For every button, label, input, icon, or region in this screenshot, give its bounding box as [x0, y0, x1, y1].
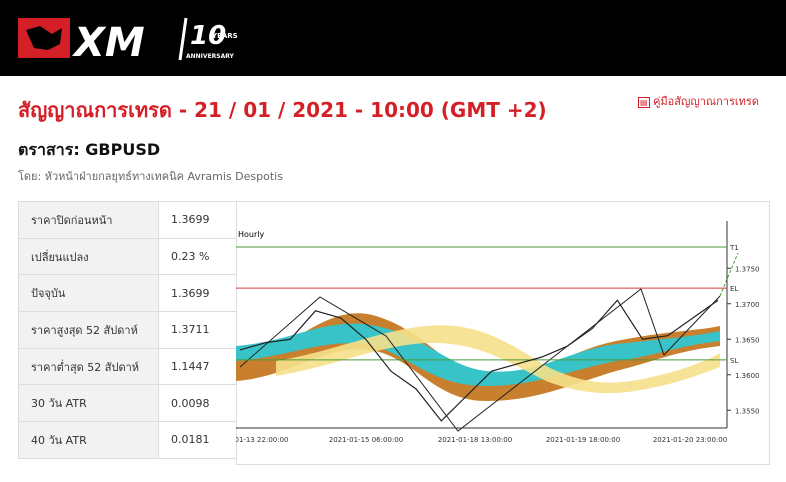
stat-value: 1.3711: [158, 311, 238, 349]
x-tick-label: 2021-01-15 06:00:00: [329, 436, 403, 444]
y-tick-label: 1.3550: [735, 407, 760, 415]
table-row: เปลี่ยนแปลง 0.23 %: [18, 237, 238, 276]
y-tick-label: 1.3600: [735, 372, 760, 380]
stats-table: ราคาปิดก่อนหน้า 1.3699 เปลี่ยนแปลง 0.23 % ปั…: [18, 201, 238, 459]
y-tick-label: 1.3750: [735, 265, 760, 273]
stat-label: ปัจจุบัน: [18, 274, 159, 313]
author: โดย: หัวหน้าฝ่ายกลยุทธ์ทางเทคนิค Avramis…: [18, 170, 283, 183]
badge-years: YEARS: [211, 32, 238, 40]
level-label: SL: [730, 357, 738, 365]
bull-icon: [26, 26, 62, 50]
stat-value: 1.3699: [158, 201, 238, 239]
table-row: 30 วัน ATR 0.0098: [18, 384, 238, 423]
price-line: [239, 299, 719, 422]
table-row: ปัจจุบัน 1.3699: [18, 274, 238, 313]
x-tick-label: 2021-01-18 13:00:00: [438, 436, 512, 444]
stat-label: 40 วัน ATR: [18, 421, 159, 459]
header: XM 10 YEARS ANNIVERSARY: [0, 0, 786, 76]
zigzag: [239, 288, 721, 432]
x-tick-label: 2021-01-19 18:00:00: [546, 436, 620, 444]
badge-number: 10: [190, 21, 226, 51]
logo-text: XM: [71, 20, 145, 66]
band-inner: [236, 323, 720, 386]
stat-label: ราคาต่ำสุด 52 สัปดาห์: [18, 347, 159, 386]
timeframe: Hourly: [238, 230, 264, 239]
projection: [719, 252, 739, 297]
y-tick-label: 1.3650: [735, 336, 760, 344]
stat-label: เปลี่ยนแปลง: [18, 237, 159, 276]
stat-value: 1.1447: [158, 347, 238, 386]
table-row: ราคาสูงสุด 52 สัปดาห์ 1.3711: [18, 311, 238, 349]
level-label: T1: [729, 244, 739, 252]
guide-link-text: คู่มือสัญญาณการเทรด: [653, 95, 759, 108]
pdf-icon: ▤: [638, 97, 650, 108]
stat-value: 0.0098: [158, 384, 238, 423]
guide-link[interactable]: ▤ คู่มือสัญญาณการเทรด: [638, 92, 759, 110]
stat-label: ราคาสูงสุด 52 สัปดาห์: [18, 311, 159, 349]
level-label: EL: [730, 285, 738, 293]
y-tick-label: 1.3700: [735, 301, 760, 309]
divider: [178, 17, 188, 61]
instrument: ตราสาร: GBPUSD: [18, 140, 161, 159]
chart: Hourly 1.3750 1.3700 1.3650 1.3600 1.3550 1-01…: [236, 201, 770, 465]
badge-sub: ANNIVERSARY: [186, 53, 235, 60]
band-cloud: [276, 325, 720, 394]
x-tick-label: 1-01-13 22:00:00: [236, 436, 288, 444]
stat-value: 0.0181: [158, 421, 238, 459]
table-row: 40 วัน ATR 0.0181: [18, 421, 238, 459]
stat-label: 30 วัน ATR: [18, 384, 159, 423]
page-title: สัญญาณการเทรด - 21 / 01 / 2021 - 10:00 (…: [18, 98, 547, 122]
table-row: ราคาปิดก่อนหน้า 1.3699: [18, 201, 238, 239]
stat-value: 0.23 %: [158, 237, 238, 276]
stat-label: ราคาปิดก่อนหน้า: [18, 201, 159, 239]
stat-value: 1.3699: [158, 274, 238, 313]
table-row: ราคาต่ำสุด 52 สัปดาห์ 1.1447: [18, 347, 238, 386]
logo: XM 10 YEARS ANNIVERSARY: [18, 17, 238, 66]
x-tick-label: 2021-01-20 23:00:00: [653, 436, 727, 444]
